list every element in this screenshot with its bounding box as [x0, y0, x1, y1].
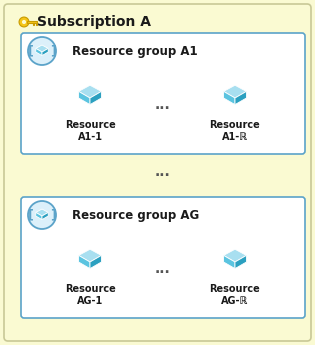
- Polygon shape: [224, 91, 235, 105]
- Polygon shape: [78, 91, 90, 105]
- Polygon shape: [36, 45, 48, 52]
- Circle shape: [28, 37, 56, 65]
- Text: ]: ]: [50, 208, 56, 221]
- Circle shape: [22, 20, 26, 24]
- Polygon shape: [90, 255, 101, 269]
- FancyBboxPatch shape: [4, 4, 311, 341]
- Polygon shape: [36, 23, 37, 25]
- FancyBboxPatch shape: [21, 197, 305, 318]
- Polygon shape: [42, 48, 48, 56]
- FancyBboxPatch shape: [21, 33, 305, 154]
- Text: Resource
AG-1: Resource AG-1: [65, 284, 115, 306]
- Text: [: [: [28, 208, 34, 221]
- Text: Subscription A: Subscription A: [37, 15, 151, 29]
- Text: Resource
AG-ℝ: Resource AG-ℝ: [209, 284, 261, 306]
- Polygon shape: [36, 48, 42, 56]
- Polygon shape: [235, 255, 246, 269]
- Circle shape: [19, 17, 29, 27]
- Text: ]: ]: [50, 45, 56, 58]
- Polygon shape: [27, 21, 37, 23]
- Text: Resource group A1: Resource group A1: [72, 45, 198, 58]
- Text: Resource
A1-ℝ: Resource A1-ℝ: [209, 120, 261, 141]
- Polygon shape: [36, 209, 48, 216]
- Polygon shape: [36, 213, 42, 220]
- Text: [: [: [28, 45, 34, 58]
- Polygon shape: [235, 91, 246, 105]
- Text: ...: ...: [155, 98, 171, 112]
- Circle shape: [28, 201, 56, 229]
- Polygon shape: [33, 23, 34, 26]
- Polygon shape: [90, 91, 101, 105]
- Polygon shape: [78, 249, 101, 262]
- Text: ...: ...: [155, 262, 171, 276]
- Polygon shape: [224, 255, 235, 269]
- Polygon shape: [78, 255, 90, 269]
- Polygon shape: [42, 213, 48, 220]
- Text: Resource
A1-1: Resource A1-1: [65, 120, 115, 141]
- Text: ...: ...: [155, 165, 171, 179]
- Text: Resource group AG: Resource group AG: [72, 208, 199, 221]
- Polygon shape: [224, 85, 246, 98]
- Polygon shape: [78, 85, 101, 98]
- Polygon shape: [224, 249, 246, 262]
